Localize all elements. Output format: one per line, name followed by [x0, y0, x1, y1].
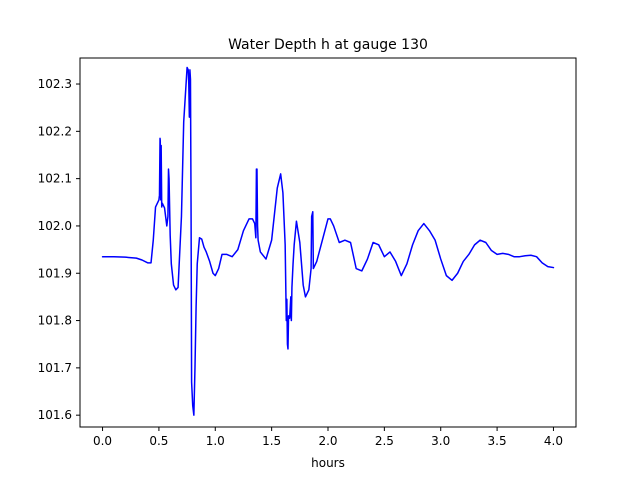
plot-area — [101, 66, 555, 416]
chart-title: Water Depth h at gauge 130 — [228, 37, 428, 53]
y-tick-label: 101.9 — [38, 266, 72, 280]
x-tick-label: 1.0 — [206, 434, 225, 448]
y-tick-label: 102.2 — [38, 124, 72, 138]
x-tick-label: 0.0 — [93, 434, 112, 448]
y-tick-label: 101.7 — [38, 361, 72, 375]
x-tick-label: 2.5 — [375, 434, 394, 448]
y-tick-label: 102.0 — [38, 219, 72, 233]
x-tick-label: 1.5 — [262, 434, 281, 448]
x-tick-label: 2.0 — [318, 434, 337, 448]
x-tick-label: 3.0 — [431, 434, 450, 448]
x-axis-label: hours — [311, 456, 345, 470]
x-axis: 0.0 0.5 1.0 1.5 2.0 2.5 3.0 3.5 4.0 — [93, 427, 563, 448]
y-axis: 101.6 101.7 101.8 101.9 102.0 102.1 102.2 102.3 — [38, 77, 80, 422]
y-tick-label: 101.6 — [38, 408, 72, 422]
y-tick-label: 102.3 — [38, 77, 72, 91]
x-tick-label: 4.0 — [544, 434, 563, 448]
series-line-0 — [101, 66, 555, 416]
x-tick-label: 3.5 — [488, 434, 507, 448]
y-tick-label: 101.8 — [38, 314, 72, 328]
x-tick-label: 0.5 — [149, 434, 168, 448]
y-tick-label: 102.1 — [38, 172, 72, 186]
